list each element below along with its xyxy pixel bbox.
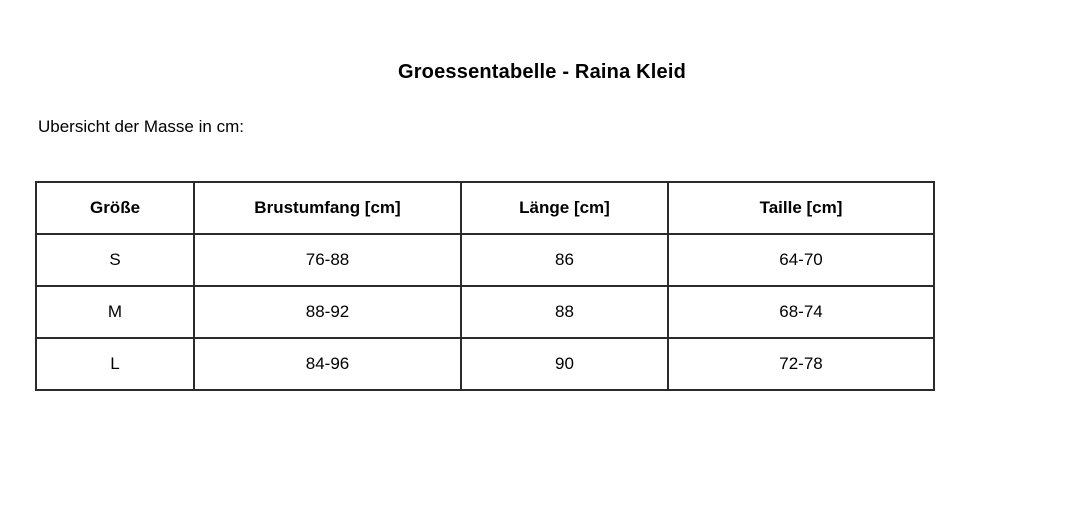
cell-taille: 64-70 bbox=[667, 233, 935, 287]
cell-taille: 68-74 bbox=[667, 285, 935, 339]
table-row-l: L 84-96 90 72-78 bbox=[35, 337, 935, 391]
column-header-brustumfang: Brustumfang [cm] bbox=[193, 181, 462, 235]
column-header-taille: Taille [cm] bbox=[667, 181, 935, 235]
column-header-laenge: Länge [cm] bbox=[460, 181, 669, 235]
cell-brustumfang: 84-96 bbox=[193, 337, 462, 391]
cell-laenge: 90 bbox=[460, 337, 669, 391]
cell-brustumfang: 76-88 bbox=[193, 233, 462, 287]
size-chart-table: Größe Brustumfang [cm] Länge [cm] Taille… bbox=[35, 181, 935, 391]
cell-brustumfang: 88-92 bbox=[193, 285, 462, 339]
cell-laenge: 88 bbox=[460, 285, 669, 339]
cell-size: M bbox=[35, 285, 195, 339]
column-header-groesse: Größe bbox=[35, 181, 195, 235]
cell-size: S bbox=[35, 233, 195, 287]
table-row-m: M 88-92 88 68-74 bbox=[35, 285, 935, 339]
page-subtitle: Ubersicht der Masse in cm: bbox=[38, 117, 244, 136]
cell-taille: 72-78 bbox=[667, 337, 935, 391]
table-row-s: S 76-88 86 64-70 bbox=[35, 233, 935, 287]
header-row: Größe Brustumfang [cm] Länge [cm] Taille… bbox=[35, 181, 935, 235]
cell-laenge: 86 bbox=[460, 233, 669, 287]
cell-size: L bbox=[35, 337, 195, 391]
page-title: Groessentabelle - Raina Kleid bbox=[397, 61, 687, 83]
